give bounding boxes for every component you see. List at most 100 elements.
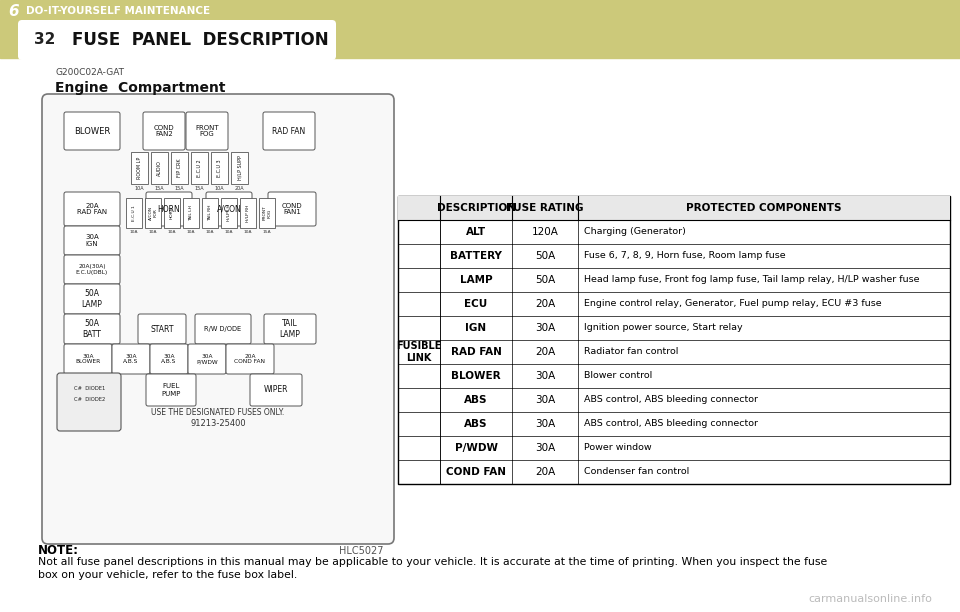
Bar	[259, 198, 275, 228]
FancyBboxPatch shape	[186, 112, 228, 150]
Text: 20A: 20A	[535, 467, 555, 477]
Bar	[151, 152, 168, 184]
FancyBboxPatch shape	[64, 226, 120, 255]
Bar	[191, 152, 208, 184]
Text: FIP CRK: FIP CRK	[177, 159, 182, 177]
Text: 50A: 50A	[535, 275, 555, 285]
Text: START: START	[151, 324, 174, 334]
Text: DESCRIPTION: DESCRIPTION	[437, 203, 516, 213]
Text: P/WDW: P/WDW	[454, 443, 497, 453]
Text: NOTE:: NOTE:	[38, 544, 79, 557]
FancyBboxPatch shape	[195, 314, 251, 344]
Text: 10A: 10A	[225, 230, 233, 234]
Text: E.C.U 3: E.C.U 3	[217, 159, 222, 177]
Text: 120A: 120A	[532, 227, 559, 237]
Text: E.C.U 1: E.C.U 1	[132, 205, 136, 221]
Text: 32: 32	[34, 32, 56, 48]
Text: ABS: ABS	[465, 395, 488, 405]
Bar	[398, 196, 950, 484]
Text: FUSE  PANEL  DESCRIPTION: FUSE PANEL DESCRIPTION	[72, 31, 328, 49]
Bar	[0, 0, 960, 22]
Bar	[0, 22, 960, 58]
FancyBboxPatch shape	[138, 314, 186, 344]
Text: H/LP LH: H/LP LH	[227, 204, 231, 222]
Text: H/LP RH: H/LP RH	[246, 204, 250, 222]
Text: 30A: 30A	[535, 419, 555, 429]
FancyBboxPatch shape	[64, 192, 120, 226]
FancyBboxPatch shape	[42, 94, 394, 544]
Text: BATTERY: BATTERY	[450, 251, 502, 261]
Bar	[240, 198, 256, 228]
FancyBboxPatch shape	[146, 192, 192, 226]
Text: 20A(30A)
E.C.U(DBL): 20A(30A) E.C.U(DBL)	[76, 264, 108, 275]
Text: Engine  Compartment: Engine Compartment	[55, 81, 226, 95]
Text: 30A
A.B.S: 30A A.B.S	[123, 354, 138, 364]
Text: 30A: 30A	[535, 371, 555, 381]
Text: USE THE DESIGNATED FUSES ONLY.: USE THE DESIGNATED FUSES ONLY.	[152, 408, 284, 417]
FancyBboxPatch shape	[150, 344, 188, 374]
Text: BLOWER: BLOWER	[74, 127, 110, 135]
Text: 91213-25400: 91213-25400	[190, 419, 246, 428]
Text: RAD FAN: RAD FAN	[273, 127, 305, 135]
FancyBboxPatch shape	[18, 20, 336, 60]
Text: Fuse 6, 7, 8, 9, Horn fuse, Room lamp fuse: Fuse 6, 7, 8, 9, Horn fuse, Room lamp fu…	[584, 252, 785, 261]
Text: Power window: Power window	[584, 444, 652, 452]
Bar	[231, 152, 248, 184]
Text: 50A
BATT: 50A BATT	[83, 319, 102, 338]
Text: 30A
IGN: 30A IGN	[85, 234, 99, 247]
Text: 10A: 10A	[168, 230, 177, 234]
Text: COND
FAN2: COND FAN2	[154, 124, 175, 138]
Text: G200C02A-GAT: G200C02A-GAT	[55, 68, 124, 77]
Text: FUEL
PUMP: FUEL PUMP	[161, 384, 180, 397]
Text: HLC5027: HLC5027	[339, 546, 383, 556]
Text: PROTECTED COMPONENTS: PROTECTED COMPONENTS	[686, 203, 842, 213]
FancyBboxPatch shape	[250, 374, 302, 406]
Text: FUSE RATING: FUSE RATING	[506, 203, 584, 213]
Text: ABS control, ABS bleeding connector: ABS control, ABS bleeding connector	[584, 419, 758, 428]
FancyBboxPatch shape	[64, 314, 120, 344]
Bar	[171, 152, 188, 184]
Text: HORN: HORN	[157, 204, 180, 214]
Bar	[183, 198, 199, 228]
Text: AUDIO: AUDIO	[157, 160, 162, 176]
Bar	[126, 198, 142, 228]
FancyBboxPatch shape	[206, 192, 252, 226]
Text: A/CON: A/CON	[217, 204, 241, 214]
Text: Charging (Generator): Charging (Generator)	[584, 228, 685, 236]
FancyBboxPatch shape	[226, 344, 274, 374]
Text: 6: 6	[9, 4, 19, 18]
Text: LAMP: LAMP	[460, 275, 492, 285]
FancyBboxPatch shape	[64, 112, 120, 150]
Text: ECU: ECU	[465, 299, 488, 309]
Text: IGN: IGN	[466, 323, 487, 333]
Text: R/W D/ODE: R/W D/ODE	[204, 326, 242, 332]
Text: FRONT
FOG: FRONT FOG	[263, 206, 272, 220]
Text: C#  DIODE2: C# DIODE2	[74, 397, 106, 402]
Text: Condenser fan control: Condenser fan control	[584, 468, 689, 477]
Text: 15A: 15A	[155, 186, 164, 191]
Text: E.C.U 2: E.C.U 2	[197, 159, 202, 177]
FancyBboxPatch shape	[64, 284, 120, 314]
Text: 20A
COND FAN: 20A COND FAN	[234, 354, 266, 364]
Text: 30A: 30A	[535, 323, 555, 333]
Text: box on your vehicle, refer to the fuse box label.: box on your vehicle, refer to the fuse b…	[38, 570, 298, 580]
Text: 30A
A.B.S: 30A A.B.S	[161, 354, 177, 364]
FancyBboxPatch shape	[188, 344, 226, 374]
FancyBboxPatch shape	[112, 344, 150, 374]
Text: DO-IT-YOURSELF MAINTENANCE: DO-IT-YOURSELF MAINTENANCE	[26, 6, 210, 16]
Text: Engine control relay, Generator, Fuel pump relay, ECU #3 fuse: Engine control relay, Generator, Fuel pu…	[584, 299, 881, 308]
Text: 10A: 10A	[215, 186, 225, 191]
FancyBboxPatch shape	[143, 112, 185, 150]
Text: Blower control: Blower control	[584, 371, 652, 381]
Bar	[131, 152, 148, 184]
Text: Radiator fan control: Radiator fan control	[584, 348, 679, 357]
Text: ROOM LP: ROOM LP	[137, 157, 142, 179]
Text: ABS control, ABS bleeding connector: ABS control, ABS bleeding connector	[584, 395, 758, 405]
Text: TAIL LH: TAIL LH	[189, 205, 193, 221]
Text: C#  DIODE1: C# DIODE1	[74, 386, 106, 391]
Text: 50A: 50A	[535, 251, 555, 261]
Text: TAIL RH: TAIL RH	[208, 205, 212, 222]
Text: 10A: 10A	[244, 230, 252, 234]
Text: Head lamp fuse, Front fog lamp fuse, Tail lamp relay, H/LP washer fuse: Head lamp fuse, Front fog lamp fuse, Tai…	[584, 275, 920, 285]
Text: 50A
LAMP: 50A LAMP	[82, 289, 103, 308]
